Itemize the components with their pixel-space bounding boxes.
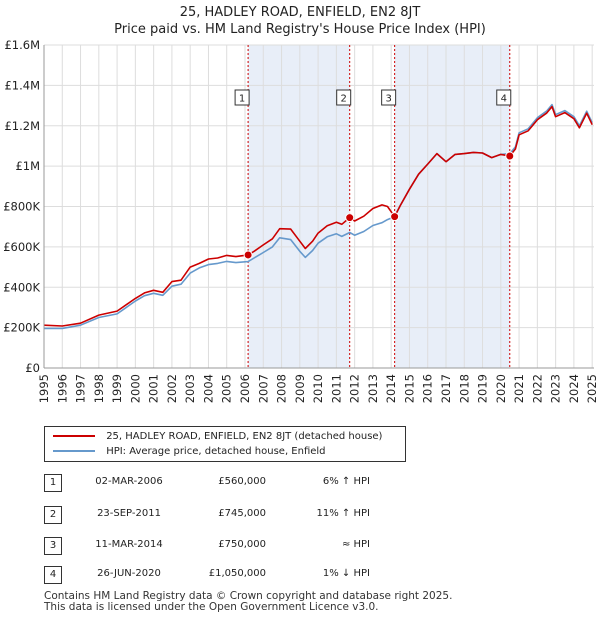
x-tick-label: 2003 (183, 374, 197, 403)
x-tick-label: 2010 (311, 374, 325, 403)
y-tick-label: £1M (15, 159, 40, 173)
x-tick-label: 1995 (37, 374, 51, 403)
marker-box (336, 89, 352, 106)
sale-hpi-diff: 11% ↑ HPI (316, 508, 370, 519)
chart-title: 25, HADLEY ROAD, ENFIELD, EN2 8JT Price … (0, 4, 600, 38)
x-tick-label: 2021 (512, 374, 526, 403)
y-tick-label: £1.2M (4, 119, 40, 133)
y-tick-label: £200K (3, 321, 40, 335)
price-chart: £0 £200K £400K £600K £800K £1M £1.2M £1.4M £1.6M… (3, 38, 599, 403)
y-tick-label: £0 (25, 361, 40, 375)
legend-item-hpi: HPI: Average price, detached house, Enfi… (53, 445, 326, 459)
x-tick-label: 2009 (293, 374, 307, 403)
marker-box (381, 89, 397, 106)
y-tick-label: £1.6M (4, 38, 40, 52)
marker-number: 4 (501, 94, 507, 105)
sale-row: 4 26-JUN-2020 £1,050,000 1% ↓ HPI (44, 566, 384, 584)
title-line-2: Price paid vs. HM Land Registry's House … (114, 22, 486, 37)
sale-price: £1,050,000 (208, 568, 266, 579)
marker-number: 3 (385, 94, 391, 105)
sale-price: £750,000 (218, 539, 266, 550)
x-tick-label: 2025 (585, 374, 599, 403)
legend-swatch-hpi (53, 450, 95, 452)
sale-number: 1 (44, 474, 62, 492)
legend-label-property: 25, HADLEY ROAD, ENFIELD, EN2 8JT (detac… (106, 431, 383, 442)
x-tick-label: 2005 (220, 374, 234, 403)
footer-line-1: Contains HM Land Registry data © Crown c… (44, 590, 453, 602)
legend: 25, HADLEY ROAD, ENFIELD, EN2 8JT (detac… (44, 426, 406, 462)
x-tick-label: 2020 (494, 374, 508, 403)
sale-hpi-diff: 6% ↑ HPI (322, 476, 370, 487)
sale-number: 2 (44, 506, 62, 524)
sale-hpi-diff: ≈ HPI (341, 539, 370, 550)
y-tick-label: £400K (3, 280, 40, 294)
x-tick-label: 1999 (110, 374, 124, 403)
title-line-1: 25, HADLEY ROAD, ENFIELD, EN2 8JT (179, 5, 421, 20)
sale-number: 4 (44, 566, 62, 584)
sale-date: 26-JUN-2020 (97, 568, 161, 579)
footer-line-2: This data is licensed under the Open Gov… (44, 601, 379, 613)
x-tick-label: 1997 (74, 374, 88, 403)
marker-number: 1 (239, 94, 245, 105)
x-tick-label: 2023 (549, 374, 563, 403)
footer-attribution: Contains HM Land Registry data © Crown c… (44, 591, 452, 613)
sale-price: £745,000 (218, 508, 266, 519)
sale-point (345, 213, 355, 223)
sale-price: £560,000 (218, 476, 266, 487)
sale-date: 02-MAR-2006 (95, 476, 163, 487)
sale-point (505, 151, 515, 161)
x-tick-label: 2004 (201, 374, 215, 403)
x-tick-label: 2008 (275, 374, 289, 403)
sale-row: 2 23-SEP-2011 £745,000 11% ↑ HPI (44, 506, 384, 524)
x-tick-label: 2011 (329, 374, 343, 403)
x-tick-label: 2014 (384, 374, 398, 403)
x-tick-label: 2017 (439, 374, 453, 403)
x-tick-label: 2001 (147, 374, 161, 403)
sale-number: 3 (44, 537, 62, 555)
sale-point (243, 250, 253, 260)
x-tick-label: 2013 (366, 374, 380, 403)
sale-date: 11-MAR-2014 (95, 539, 163, 550)
x-tick-label: 2002 (165, 374, 179, 403)
sale-row: 1 02-MAR-2006 £560,000 6% ↑ HPI (44, 474, 384, 492)
x-tick-label: 2007 (256, 374, 270, 403)
legend-item-property: 25, HADLEY ROAD, ENFIELD, EN2 8JT (detac… (53, 430, 382, 444)
x-tick-label: 2024 (567, 374, 581, 403)
x-tick-label: 2000 (128, 374, 142, 403)
legend-label-hpi: HPI: Average price, detached house, Enfi… (106, 446, 326, 457)
y-tick-label: £1.4M (4, 78, 40, 92)
x-tick-label: 2012 (348, 374, 362, 403)
y-tick-label: £800K (3, 200, 40, 214)
x-tick-label: 1996 (55, 374, 69, 403)
x-tick-label: 2019 (476, 374, 490, 403)
x-tick-label: 2016 (421, 374, 435, 403)
marker-box (496, 89, 512, 106)
marker-box (234, 89, 250, 106)
x-tick-label: 2022 (530, 374, 544, 403)
marker-number: 2 (341, 94, 347, 105)
sale-row: 3 11-MAR-2014 £750,000 ≈ HPI (44, 537, 384, 555)
x-tick-label: 1998 (92, 374, 106, 403)
y-tick-label: £600K (3, 240, 40, 254)
sale-hpi-diff: 1% ↓ HPI (322, 568, 370, 579)
sale-point (390, 212, 400, 222)
x-tick-label: 2018 (457, 374, 471, 403)
sale-date: 23-SEP-2011 (97, 508, 161, 519)
x-tick-label: 2015 (402, 374, 416, 403)
legend-swatch-property (53, 435, 95, 437)
x-tick-label: 2006 (238, 374, 252, 403)
